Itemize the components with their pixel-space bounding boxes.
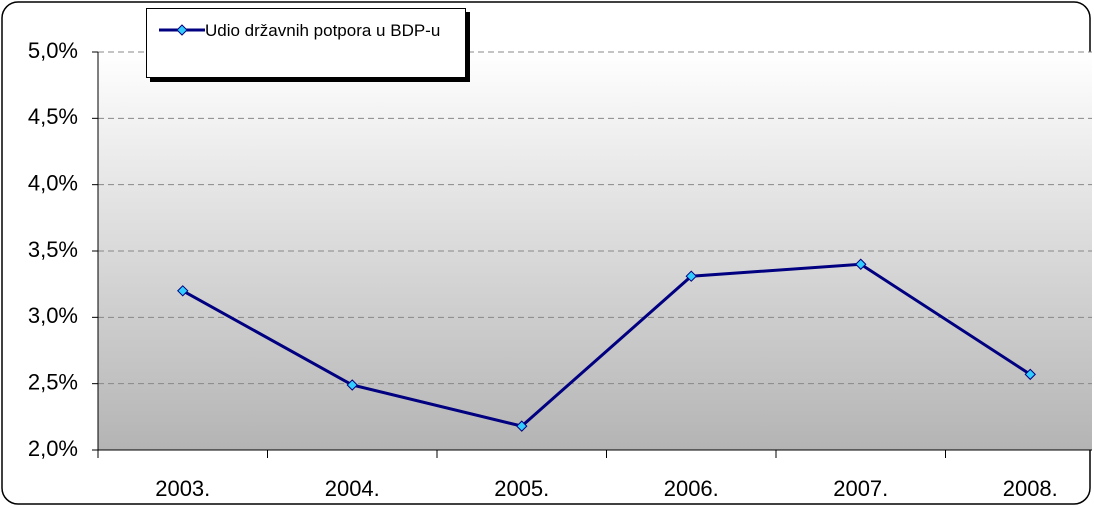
y-tick-label: 4,5% bbox=[28, 104, 78, 129]
x-tick-label: 2007. bbox=[833, 476, 888, 501]
marker bbox=[855, 258, 867, 270]
x-tick-label: 2003. bbox=[155, 476, 210, 501]
x-tick-label: 2008. bbox=[1003, 476, 1058, 501]
x-tick-label: 2006. bbox=[664, 476, 719, 501]
marker bbox=[685, 270, 697, 282]
legend: Udio državnih potpora u BDP-u bbox=[146, 8, 466, 78]
y-tick-label: 4,0% bbox=[28, 170, 78, 195]
y-tick-label: 5,0% bbox=[28, 38, 78, 63]
marker bbox=[177, 285, 189, 297]
marker bbox=[346, 379, 358, 391]
marker bbox=[516, 420, 528, 432]
series-line bbox=[182, 262, 1032, 428]
y-tick-label: 2,0% bbox=[28, 436, 78, 461]
y-tick-label: 3,0% bbox=[28, 303, 78, 328]
marker bbox=[1024, 368, 1036, 381]
legend-swatch bbox=[159, 24, 205, 36]
x-tick-label: 2004. bbox=[325, 476, 380, 501]
x-tick-label: 2005. bbox=[494, 476, 549, 501]
y-tick-label: 2,5% bbox=[28, 369, 78, 394]
y-tick-label: 3,5% bbox=[28, 237, 78, 262]
legend-label: Udio državnih potpora u BDP-u bbox=[205, 21, 441, 40]
